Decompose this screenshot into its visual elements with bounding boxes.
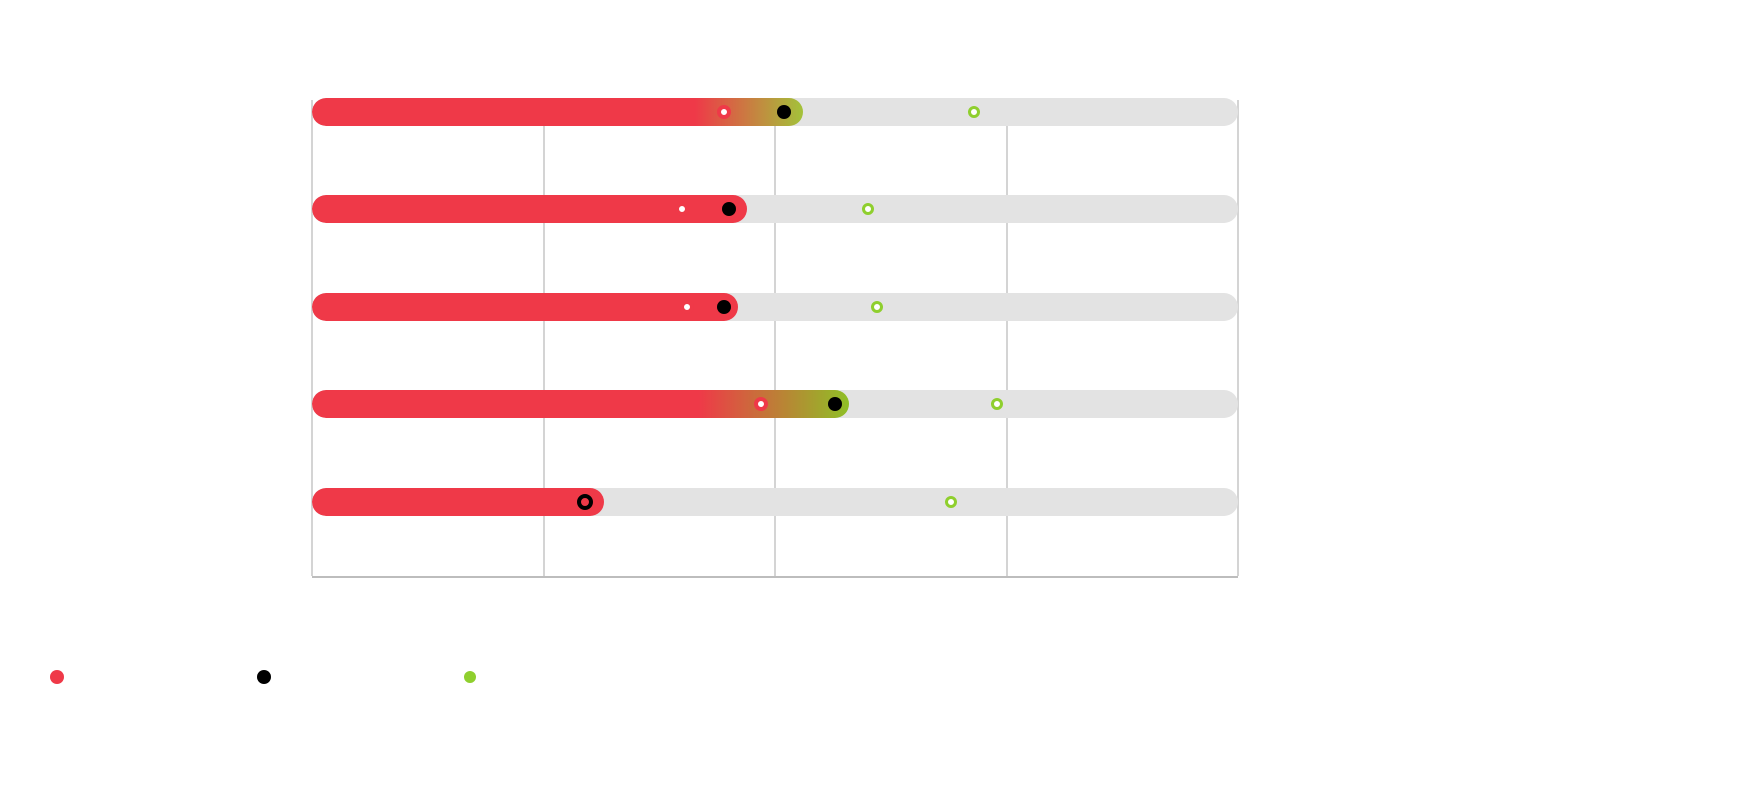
marker-red [754, 397, 768, 411]
plot-area [312, 82, 1238, 560]
marker-black [828, 397, 842, 411]
red-swatch-icon [50, 670, 64, 684]
track [312, 390, 1238, 418]
x-axis [312, 576, 1238, 578]
black-swatch-icon [257, 670, 271, 684]
track [312, 195, 1238, 223]
marker-red [717, 105, 731, 119]
marker-red [680, 300, 694, 314]
marker-black [777, 105, 791, 119]
bar-fill [312, 390, 849, 418]
legend-item-black [257, 670, 279, 684]
marker-green [862, 203, 874, 215]
marker-black [717, 300, 731, 314]
bar-fill [312, 293, 738, 321]
track [312, 488, 1238, 516]
legend [50, 670, 484, 684]
bar-fill [312, 488, 604, 516]
marker-green [968, 106, 980, 118]
marker-green [871, 301, 883, 313]
track [312, 98, 1238, 126]
marker-redblack [577, 494, 593, 510]
legend-item-green [464, 671, 484, 683]
marker-red [675, 202, 689, 216]
marker-green [945, 496, 957, 508]
bullet-chart [312, 82, 1238, 600]
marker-black [722, 202, 736, 216]
green-swatch-icon [464, 671, 476, 683]
marker-green [991, 398, 1003, 410]
legend-item-red [50, 670, 72, 684]
track [312, 293, 1238, 321]
